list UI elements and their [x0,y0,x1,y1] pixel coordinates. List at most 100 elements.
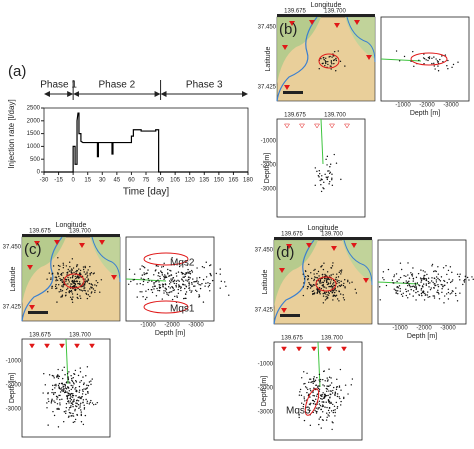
event [447,288,450,291]
depth-tick-label: -1000 [261,139,277,145]
event [71,286,74,288]
event [73,373,75,375]
event [198,276,201,279]
event [355,292,358,294]
event [75,402,77,404]
event [66,272,69,274]
event [82,390,84,393]
event [312,290,315,292]
event [327,409,330,412]
event [180,289,182,292]
event [194,280,196,283]
event [201,282,203,285]
event [82,399,85,401]
event [330,377,332,379]
event [324,65,326,67]
event [411,273,414,275]
event [178,280,180,282]
event [334,409,336,411]
event [319,290,321,292]
event [451,290,454,292]
event [451,271,453,274]
event [305,270,307,273]
event [313,273,315,275]
event [185,273,187,275]
event [128,268,131,271]
event [185,279,187,281]
event [50,278,52,281]
event [177,279,179,281]
event [452,63,455,66]
event [74,405,77,407]
event [329,65,331,67]
event [324,406,326,408]
event [70,272,73,274]
event [58,275,60,278]
event [72,377,74,379]
event [151,280,153,282]
event [420,269,422,271]
event [407,262,409,264]
event [66,288,68,291]
event [429,282,431,284]
event [166,291,168,294]
event [66,398,69,400]
event [165,276,168,279]
event [400,268,403,271]
event [77,374,80,377]
event [329,166,331,168]
event [47,291,49,293]
event [328,275,331,277]
event [77,404,80,406]
station [286,244,292,249]
event [431,277,433,279]
event [51,398,53,401]
event [332,386,335,389]
event [86,400,89,403]
event [328,390,330,392]
event [327,297,329,299]
event [330,393,332,396]
event [72,385,74,387]
event [334,411,336,414]
depth-plot [276,118,366,218]
event [313,380,316,383]
event [197,282,199,284]
event [320,184,322,186]
event [427,277,430,279]
event [61,382,63,385]
event [315,407,317,409]
event [330,68,332,70]
event [177,271,180,273]
event [432,281,434,284]
event [326,412,328,414]
event [454,292,457,295]
event [51,374,54,377]
lon-tick-label: 139.700 [324,9,346,15]
event [450,292,453,294]
event [66,391,68,393]
event [100,279,103,281]
x-tick-label: -15 [54,178,63,184]
lon-tick-label: 139.700 [321,336,343,342]
event [303,278,306,280]
event [471,276,473,278]
event [396,280,398,283]
event [445,293,448,295]
event [188,287,191,289]
event [151,289,153,291]
event [425,279,428,282]
event [321,405,323,408]
event [326,388,329,390]
event [325,57,327,59]
event [168,291,170,294]
event [431,62,433,65]
station [282,45,288,50]
event [74,369,77,372]
event [326,176,328,179]
river [343,239,373,286]
event [455,287,457,289]
event [310,402,312,405]
event [188,282,190,285]
y-axis-label: Latitude [265,46,272,71]
